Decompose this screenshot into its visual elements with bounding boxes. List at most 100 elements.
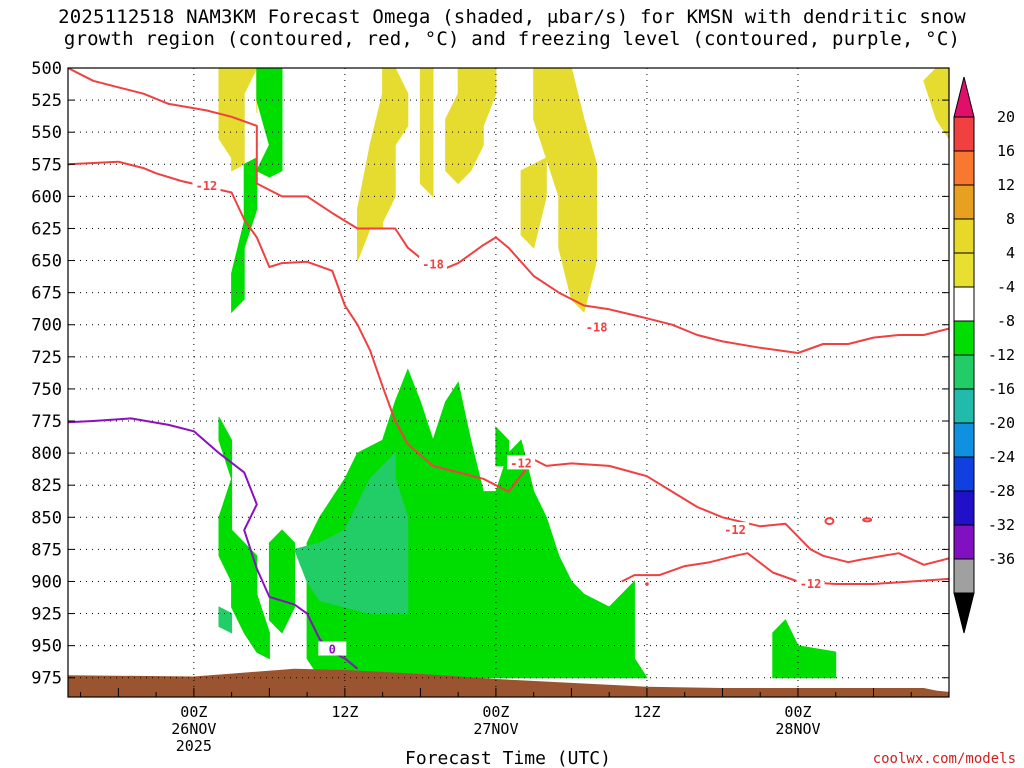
contour-label-bg-0 (192, 178, 221, 193)
title-line-2: growth region (contoured, red, °C) and f… (63, 28, 961, 50)
x-tick-label-0-0: 00Z (180, 703, 207, 721)
omega-region-2-1 (218, 606, 233, 634)
contour-label-bg-3 (507, 455, 536, 470)
x-tick-label-48-0: 00Z (784, 703, 811, 721)
contour-label-bg-1 (418, 256, 447, 271)
colorbar: 20 16 12 8 4 -4 -8 -12 -16 -20 -24 -28 -32 -36 (953, 76, 1015, 634)
colorbar-box-12 (953, 524, 975, 560)
contour-label-bg-4 (721, 522, 750, 537)
colorbar-box-7 (953, 354, 975, 390)
watermark: coolwx.com/models (873, 751, 1016, 767)
colorbar-label-6: -8 (997, 312, 1015, 330)
omega-region-1-1 (231, 157, 258, 314)
contour-line-1 (68, 68, 949, 354)
contour-label-bg-5 (796, 576, 825, 591)
x-tick-label-36-0: 12Z (633, 703, 660, 721)
y-tick-label-525: 525 (31, 91, 62, 111)
y-tick-label-850: 850 (31, 508, 62, 528)
y-tick-label-900: 900 (31, 572, 62, 592)
omega-region-0-1 (357, 68, 409, 261)
omega-region-1-5 (495, 426, 509, 467)
y-tick-label-600: 600 (31, 187, 62, 207)
omega-region-0-2 (445, 68, 497, 185)
colorbar-label-8: -16 (988, 380, 1015, 398)
omega-region-1-6 (772, 619, 837, 679)
contour-label-6: 0 (329, 643, 336, 657)
y-tick-label-650: 650 (31, 252, 62, 272)
colorbar-label-12: -32 (988, 516, 1015, 534)
colorbar-box-5 (953, 286, 975, 322)
y-axis: 500 525 550 575 600 625 650 675 700 725 750 775 800 8… (31, 59, 949, 689)
y-tick-label-500: 500 (31, 59, 62, 79)
x-tick-label-24-1: 27NOV (473, 720, 518, 738)
colorbar-top-arrow (953, 76, 975, 118)
colorbar-label-10: -24 (988, 448, 1015, 466)
contour-label-bg-2 (582, 319, 611, 334)
colorbar-box-8 (953, 388, 975, 424)
colorbar-label-2: 12 (997, 176, 1015, 194)
terrain (68, 668, 949, 697)
y-tick-label-550: 550 (31, 123, 62, 143)
colorbar-label-3: 8 (1006, 210, 1015, 228)
colorbar-label-4: 4 (1006, 244, 1015, 262)
y-tick-label-925: 925 (31, 605, 62, 625)
colorbar-box-3 (953, 218, 975, 254)
x-tick-label-12-0: 12Z (331, 703, 358, 721)
y-tick-label-750: 750 (31, 380, 62, 400)
colorbar-label-13: -36 (988, 550, 1015, 568)
colorbar-box-6 (953, 320, 975, 356)
colorbar-box-9 (953, 422, 975, 458)
terrain-layer (68, 668, 949, 697)
contour-loop-b (862, 517, 873, 523)
y-tick-label-700: 700 (31, 316, 62, 336)
colorbar-label-9: -20 (988, 414, 1015, 432)
y-tick-label-825: 825 (31, 476, 62, 496)
omega-region-1-3 (268, 529, 295, 634)
y-tick-label-875: 875 (31, 540, 62, 560)
colorbar-box-4 (953, 252, 975, 288)
contour-label-5: -12 (800, 577, 822, 591)
colorbar-box-10 (953, 456, 975, 492)
chart-title: 2025112518 NAM3KM Forecast Omega (shaded… (0, 6, 1024, 50)
contour-label-4: -12 (724, 523, 746, 537)
contour-dot (645, 582, 649, 586)
contour-line-0 (68, 160, 949, 566)
contour-label-2: -18 (586, 320, 608, 334)
y-tick-label-625: 625 (31, 219, 62, 239)
omega-shading-layer (218, 68, 949, 679)
colorbar-box-11 (953, 490, 975, 526)
x-tick-label-0-1: 26NOV (171, 720, 216, 738)
plot-frame (67, 67, 950, 698)
colorbar-label-11: -28 (988, 482, 1015, 500)
colorbar-label-5: -4 (997, 278, 1015, 296)
omega-region-0-4 (520, 157, 547, 249)
colorbar-label-1: 16 (997, 142, 1015, 160)
colorbar-box-13 (953, 558, 975, 594)
omega-region-0-6 (923, 68, 949, 140)
omega-region-1-2 (218, 416, 270, 660)
omega-region-2-0 (293, 451, 409, 615)
y-tick-label-725: 725 (31, 348, 62, 368)
y-tick-label-800: 800 (31, 444, 62, 464)
y-tick-label-950: 950 (31, 637, 62, 657)
y-tick-label-775: 775 (31, 412, 62, 432)
colorbar-box-2 (953, 184, 975, 220)
contour-label-bg-6 (318, 641, 347, 656)
colorbar-box-0 (953, 116, 975, 152)
contour-line-2 (621, 552, 949, 585)
y-tick-label-675: 675 (31, 284, 62, 304)
y-tick-label-975: 975 (31, 669, 62, 689)
x-tick-label-24-0: 00Z (482, 703, 509, 721)
colorbar-label-7: -12 (988, 346, 1015, 364)
contour-labels: -12 -18 -18 -12 -12 -12 0 (192, 178, 825, 657)
contour-label-1: -18 (422, 257, 444, 271)
x-tick-label-0-2: 2025 (176, 737, 212, 755)
omega-region-0-5 (419, 68, 434, 198)
contour-loop-a (824, 517, 835, 526)
contour-label-0: -12 (196, 179, 218, 193)
title-line-1: 2025112518 NAM3KM Forecast Omega (shaded… (58, 6, 966, 28)
omega-region-1-0 (256, 68, 283, 178)
colorbar-label-0: 20 (997, 108, 1015, 126)
